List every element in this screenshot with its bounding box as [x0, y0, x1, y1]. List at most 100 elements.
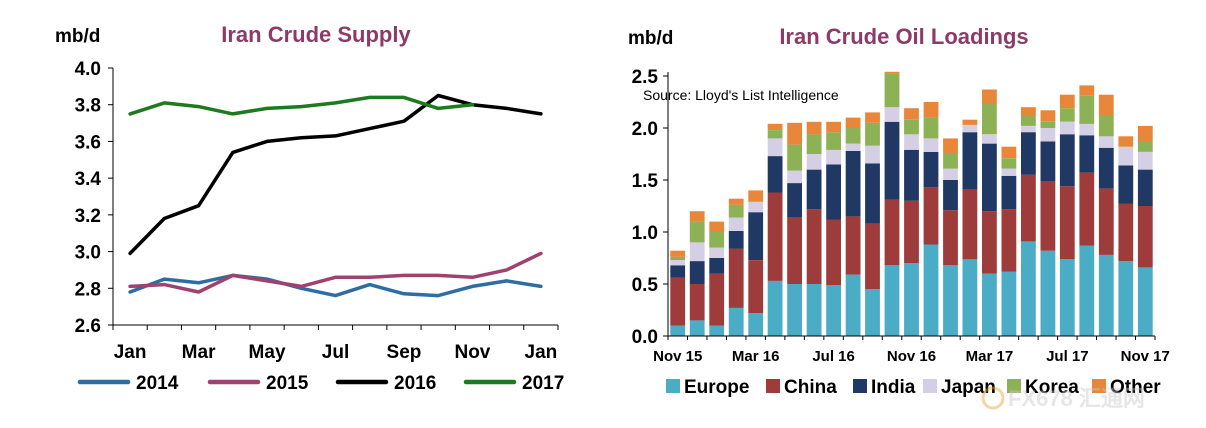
bar-segment-europe	[904, 263, 919, 336]
legend-label-2015: 2015	[266, 373, 309, 394]
loadings-y-unit: mb/d	[628, 28, 673, 49]
bar-segment-japan	[962, 124, 978, 133]
bar-segment-india	[1118, 165, 1134, 204]
bar-segment-india	[982, 143, 997, 212]
bar-segment-india	[943, 180, 958, 211]
legend-swatch-europe	[666, 379, 680, 393]
loadings-y-tick-label: 2.5	[632, 67, 659, 88]
bar-segment-other	[767, 123, 783, 130]
legend-swatch-china	[766, 379, 780, 393]
bar-segment-japan	[1059, 121, 1075, 135]
bar-stack-Sep-16	[865, 112, 880, 336]
bar-segment-europe	[748, 313, 764, 336]
bar-segment-europe	[728, 307, 744, 336]
bar-segment-india	[709, 258, 725, 274]
bar-segment-korea	[1001, 158, 1017, 169]
bar-segment-china	[1040, 181, 1056, 251]
bar-stack-Jul-17	[1059, 94, 1075, 336]
series-line-2015	[128, 251, 543, 294]
bar-segment-korea	[845, 128, 861, 144]
bar-segment-japan	[689, 242, 705, 262]
bar-stack-Apr-17	[1001, 146, 1017, 336]
loadings-y-tick-label: 0.5	[632, 275, 659, 296]
bar-segment-europe	[865, 289, 880, 336]
loadings-y-tick-label: 0.0	[632, 327, 658, 348]
bar-segment-japan	[1098, 136, 1114, 148]
bar-segment-europe	[1059, 259, 1075, 336]
bar-segment-europe	[982, 273, 997, 336]
bar-segment-india	[1079, 135, 1095, 173]
legend-swatch-japan	[923, 379, 937, 393]
bar-segment-korea	[670, 257, 686, 261]
bar-segment-india	[748, 212, 764, 260]
bar-stack-May-17	[1021, 107, 1036, 336]
series-line-2017	[128, 95, 475, 116]
bar-stack-Dec-16	[923, 102, 939, 336]
bar-segment-china	[982, 211, 997, 274]
supply-legend: 2014 2015 2016 2017	[77, 373, 564, 394]
legend-label-china: China	[784, 377, 837, 398]
bar-segment-europe	[1137, 267, 1153, 336]
bar-segment-china	[670, 277, 686, 326]
bar-segment-india	[884, 121, 900, 200]
bar-segment-europe	[709, 325, 725, 336]
bar-segment-korea	[1079, 95, 1095, 124]
bar-segment-korea	[884, 73, 900, 108]
bar-segment-other	[904, 108, 919, 120]
supply-x-tick-label: Jan	[114, 342, 147, 363]
bar-segment-india	[962, 132, 978, 190]
supply-y-tick-label: 3.4	[75, 169, 102, 190]
bar-stack-Aug-17	[1079, 85, 1095, 336]
bar-segment-europe	[845, 274, 861, 336]
bar-segment-europe	[884, 265, 900, 336]
bar-segment-japan	[748, 201, 764, 213]
bar-segment-europe	[1079, 245, 1095, 336]
bar-segment-india	[1059, 134, 1075, 187]
legend-label-other: Other	[1110, 377, 1161, 398]
bar-segment-india	[689, 261, 705, 284]
bar-segment-china	[962, 189, 978, 260]
bar-segment-other	[1059, 94, 1075, 109]
bar-segment-korea	[1040, 121, 1056, 128]
bar-segment-japan	[845, 143, 861, 151]
legend-label-korea: Korea	[1025, 377, 1079, 398]
bar-segment-india	[728, 231, 744, 249]
bar-segment-china	[748, 260, 764, 314]
loadings-y-tick-label: 2.0	[632, 119, 658, 140]
bar-stack-Jun-17	[1040, 110, 1056, 336]
bar-segment-japan	[904, 134, 919, 150]
bar-segment-korea	[787, 144, 802, 171]
supply-x-tick-label: Mar	[182, 342, 216, 363]
bar-segment-china	[709, 273, 725, 326]
bar-stack-Jun-16	[806, 121, 822, 336]
loadings-x-tick-label: Mar 16	[732, 348, 780, 365]
bar-segment-korea	[728, 205, 744, 218]
series-line-2016	[128, 93, 543, 256]
bar-stack-Jan-17	[943, 138, 958, 336]
bar-segment-china	[1079, 172, 1095, 246]
bar-segment-china	[845, 216, 861, 275]
bar-segment-japan	[806, 154, 822, 170]
bar-segment-india	[1040, 141, 1056, 181]
bar-segment-china	[904, 200, 919, 264]
bar-segment-korea	[923, 117, 939, 139]
bar-stack-May-16	[787, 122, 802, 336]
legend-swatch-korea	[1007, 379, 1021, 393]
bar-segment-europe	[1001, 271, 1017, 336]
bar-segment-india	[787, 183, 802, 218]
bar-segment-europe	[1118, 261, 1134, 336]
supply-y-tick-label: 2.6	[75, 316, 101, 337]
bar-stack-Jul-16	[826, 121, 841, 336]
bar-segment-japan	[1021, 125, 1036, 133]
supply-x-tick-label: Jan	[525, 342, 558, 363]
bar-segment-china	[689, 284, 705, 321]
loadings-x-tick-label: Nov 15	[653, 348, 702, 365]
bar-segment-china	[884, 199, 900, 266]
loadings-chart-title: Iran Crude Oil Loadings	[779, 24, 1028, 49]
bar-segment-other	[748, 190, 764, 202]
bar-segment-japan	[670, 260, 686, 266]
bar-segment-other	[982, 89, 997, 103]
bar-segment-india	[865, 163, 880, 224]
bar-segment-china	[943, 210, 958, 266]
bar-stack-Feb-16	[728, 198, 744, 336]
